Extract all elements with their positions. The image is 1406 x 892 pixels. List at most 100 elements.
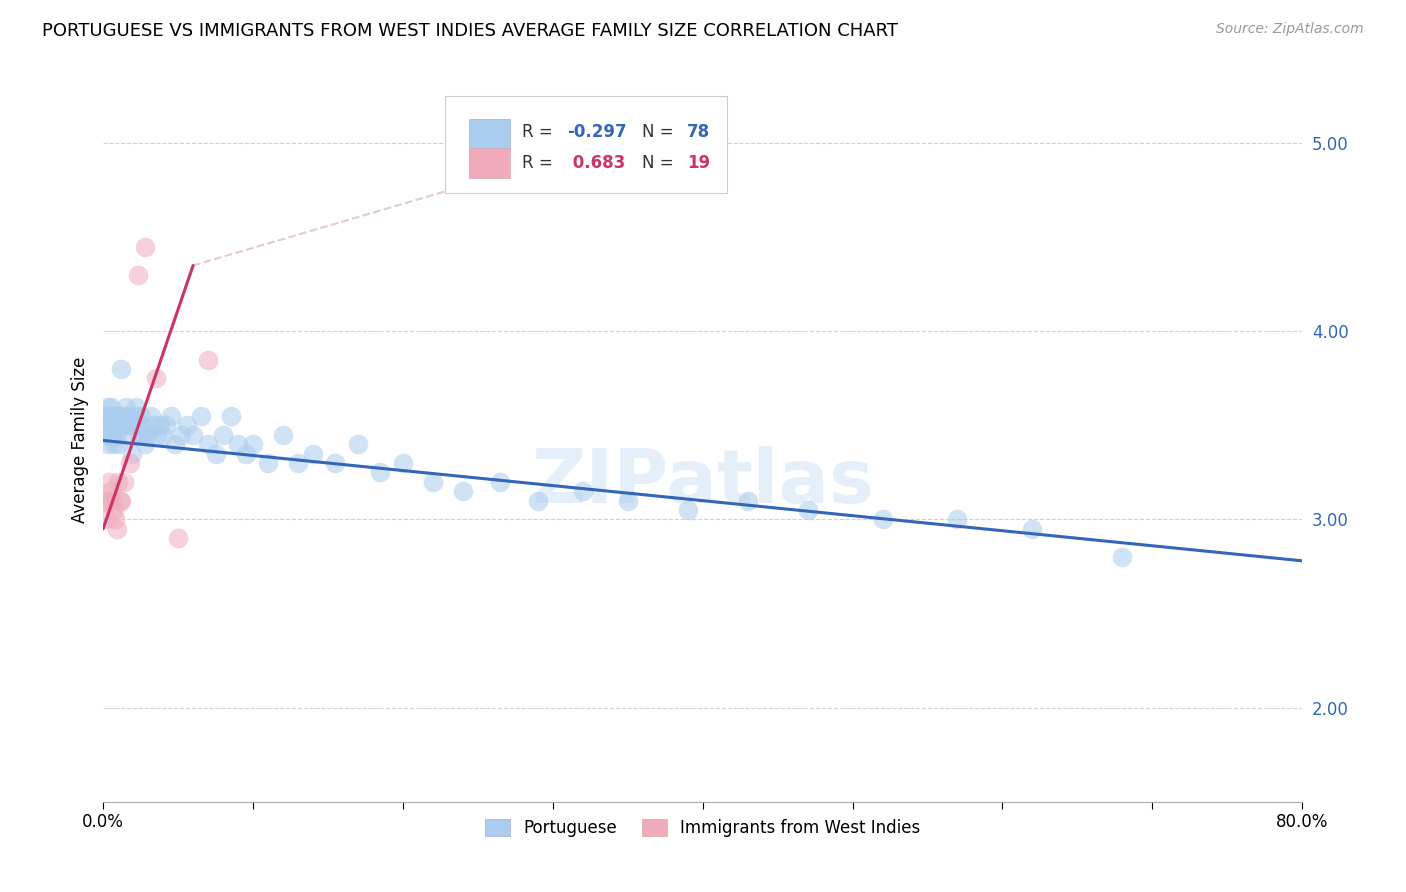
Point xyxy=(134,240,156,254)
Point xyxy=(796,503,818,517)
Point xyxy=(128,427,150,442)
Text: PORTUGUESE VS IMMIGRANTS FROM WEST INDIES AVERAGE FAMILY SIZE CORRELATION CHART: PORTUGUESE VS IMMIGRANTS FROM WEST INDIE… xyxy=(42,22,898,40)
Point xyxy=(190,409,212,423)
Point xyxy=(287,456,309,470)
Point xyxy=(101,493,124,508)
Point xyxy=(121,447,143,461)
Point xyxy=(100,400,122,414)
Point xyxy=(103,437,125,451)
Y-axis label: Average Family Size: Average Family Size xyxy=(72,356,89,523)
Point xyxy=(235,447,257,461)
Point xyxy=(124,409,146,423)
Point xyxy=(146,427,169,442)
Point xyxy=(110,493,132,508)
Point xyxy=(125,400,148,414)
Point xyxy=(155,418,177,433)
Point xyxy=(108,493,131,508)
Text: 19: 19 xyxy=(688,153,710,172)
Point xyxy=(204,447,226,461)
Point xyxy=(111,418,134,433)
Point xyxy=(422,475,444,489)
Point xyxy=(616,493,638,508)
Legend: Portuguese, Immigrants from West Indies: Portuguese, Immigrants from West Indies xyxy=(478,813,927,844)
Point xyxy=(872,512,894,526)
Text: ZIPatlas: ZIPatlas xyxy=(531,447,875,519)
Text: 78: 78 xyxy=(688,123,710,141)
Point xyxy=(325,456,347,470)
Point xyxy=(145,371,167,385)
Text: R =: R = xyxy=(522,153,558,172)
Point xyxy=(676,503,699,517)
Point xyxy=(103,409,125,423)
Point xyxy=(100,484,122,499)
Point xyxy=(132,427,155,442)
Point xyxy=(127,418,149,433)
Point xyxy=(129,409,152,423)
Point xyxy=(197,352,219,367)
Point xyxy=(136,427,159,442)
Point xyxy=(108,409,131,423)
Point xyxy=(946,512,969,526)
Point xyxy=(98,475,121,489)
Text: 0.683: 0.683 xyxy=(567,153,626,172)
Point xyxy=(104,409,127,423)
Point xyxy=(114,400,136,414)
Point xyxy=(94,409,117,423)
Point xyxy=(257,456,280,470)
Point xyxy=(94,427,117,442)
Point xyxy=(370,466,392,480)
Point xyxy=(112,475,135,489)
Text: N =: N = xyxy=(641,153,679,172)
Point xyxy=(451,484,474,499)
Point xyxy=(120,456,142,470)
Point xyxy=(165,437,187,451)
Point xyxy=(105,427,128,442)
Point xyxy=(107,418,129,433)
Point xyxy=(271,427,294,442)
Point xyxy=(107,437,129,451)
Point xyxy=(152,427,174,442)
Point xyxy=(94,512,117,526)
Point xyxy=(104,512,127,526)
Point xyxy=(97,400,120,414)
Point xyxy=(98,409,121,423)
Point xyxy=(107,475,129,489)
Point xyxy=(134,437,156,451)
Point xyxy=(489,475,512,489)
Point xyxy=(97,437,120,451)
Point xyxy=(104,418,127,433)
Point xyxy=(159,409,181,423)
Point xyxy=(93,418,115,433)
Point xyxy=(127,268,149,282)
Point xyxy=(131,418,153,433)
Text: R =: R = xyxy=(522,123,558,141)
Point xyxy=(170,427,193,442)
Point xyxy=(105,522,128,536)
Point xyxy=(97,493,120,508)
Point xyxy=(112,409,135,423)
Point xyxy=(115,427,138,442)
Point xyxy=(197,437,219,451)
Point xyxy=(110,362,132,376)
Point xyxy=(527,493,550,508)
Text: -0.297: -0.297 xyxy=(567,123,627,141)
Point xyxy=(93,493,115,508)
FancyBboxPatch shape xyxy=(444,95,727,194)
Point xyxy=(302,447,325,461)
Point xyxy=(242,437,264,451)
Point xyxy=(122,418,145,433)
Text: N =: N = xyxy=(641,123,679,141)
Point xyxy=(149,418,172,433)
Point xyxy=(347,437,370,451)
FancyBboxPatch shape xyxy=(468,120,509,150)
Point xyxy=(117,409,139,423)
Point xyxy=(1111,550,1133,565)
Point xyxy=(167,531,190,545)
Point xyxy=(737,493,759,508)
Point xyxy=(571,484,593,499)
Point xyxy=(98,418,121,433)
Point xyxy=(226,437,249,451)
Point xyxy=(101,418,124,433)
Point xyxy=(181,427,204,442)
FancyBboxPatch shape xyxy=(468,147,509,178)
